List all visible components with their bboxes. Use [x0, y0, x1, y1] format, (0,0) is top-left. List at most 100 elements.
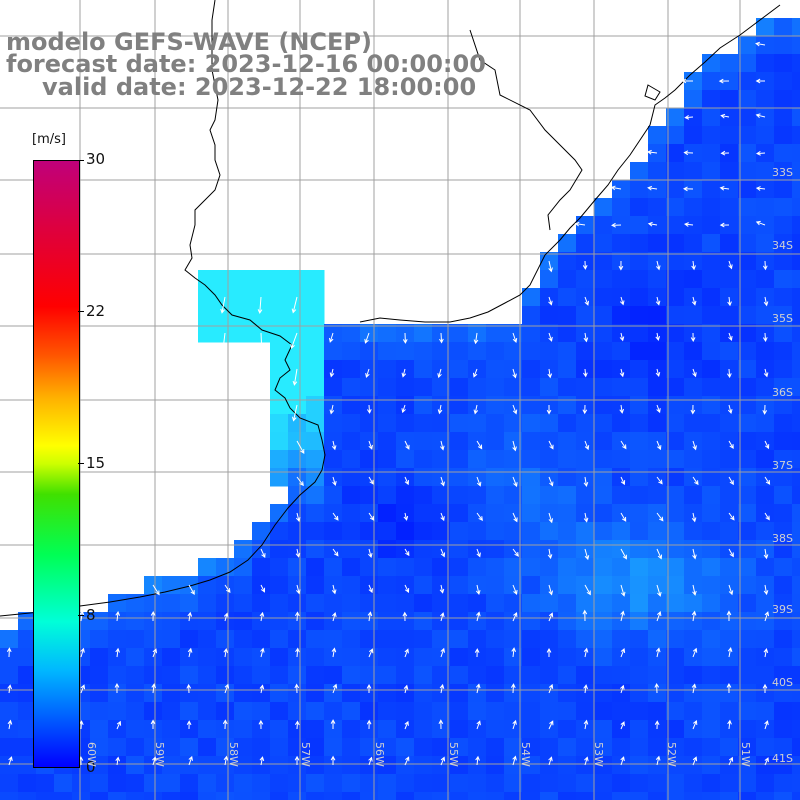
wind-arrow	[258, 719, 264, 730]
wind-speed-cell	[594, 684, 613, 703]
wind-speed-cell	[504, 450, 523, 469]
wind-speed-cell	[774, 396, 793, 415]
wind-speed-cell	[216, 630, 235, 649]
wind-speed-cell	[342, 594, 361, 613]
wind-speed-cell	[558, 234, 577, 253]
wind-speed-cell	[306, 414, 325, 433]
colorbar-label: 30	[86, 150, 106, 168]
wind-arrow	[332, 512, 339, 521]
wind-speed-cell	[792, 630, 800, 649]
wind-arrow	[764, 720, 769, 730]
wind-speed-cell	[288, 738, 307, 757]
wind-speed-cell	[702, 144, 721, 163]
wind-arrow	[726, 610, 732, 622]
wind-arrow	[512, 476, 518, 488]
wind-speed-cell	[414, 486, 433, 505]
wind-speed-cell	[576, 612, 595, 631]
wind-speed-cell	[162, 684, 181, 703]
wind-arrow	[682, 186, 694, 192]
wind-speed-cell	[666, 324, 685, 343]
wind-arrow	[115, 647, 120, 658]
wind-arrow	[260, 647, 265, 658]
wind-speed-cell	[252, 630, 271, 649]
wind-speed-cell	[666, 252, 685, 271]
wind-speed-cell	[738, 720, 757, 739]
wind-arrow	[291, 404, 298, 422]
wind-speed-cell	[450, 774, 469, 793]
wind-speed-cell	[594, 486, 613, 505]
wind-arrow	[512, 719, 517, 730]
wind-speed-cell	[216, 720, 235, 739]
wind-speed-cell	[162, 774, 181, 793]
wind-speed-cell	[774, 432, 793, 451]
wind-speed-cell	[666, 234, 685, 253]
wind-speed-cell	[342, 630, 361, 649]
wind-speed-cell	[594, 702, 613, 721]
wind-speed-cell	[414, 468, 433, 487]
wind-speed-cell	[504, 612, 523, 631]
wind-arrow	[764, 757, 769, 766]
wind-speed-cell	[504, 630, 523, 649]
wind-speed-cell	[522, 756, 541, 775]
wind-speed-cell	[270, 576, 289, 595]
wind-speed-cell	[0, 630, 19, 649]
wind-speed-cell	[540, 450, 559, 469]
wind-speed-cell	[144, 720, 163, 739]
wind-speed-cell	[738, 522, 757, 541]
wind-speed-cell	[432, 486, 451, 505]
wind-speed-cell	[792, 504, 800, 523]
wind-speed-cell	[576, 702, 595, 721]
wind-arrow	[656, 584, 662, 597]
wind-speed-cell	[702, 540, 721, 559]
colorbar-label: 22	[86, 302, 106, 320]
wind-speed-cell	[126, 684, 145, 703]
wind-speed-cell	[630, 702, 649, 721]
wind-arrow	[574, 221, 586, 227]
wind-speed-cell	[468, 522, 487, 541]
wind-speed-cell	[792, 702, 800, 721]
wind-arrow	[260, 584, 266, 593]
wind-speed-cell	[414, 342, 433, 361]
wind-speed-cell	[666, 270, 685, 289]
wind-speed-cell	[756, 648, 775, 667]
lat-label: 37S	[772, 459, 793, 472]
wind-speed-cell	[792, 774, 800, 793]
wind-speed-cell	[612, 666, 631, 685]
wind-speed-cell	[684, 756, 703, 775]
wind-speed-cell	[792, 756, 800, 775]
wind-speed-cell	[774, 522, 793, 541]
wind-speed-cell	[630, 360, 649, 379]
wind-speed-cell	[648, 792, 667, 800]
wind-speed-cell	[648, 666, 667, 685]
wind-speed-cell	[612, 594, 631, 613]
wind-speed-cell	[108, 738, 127, 757]
wind-speed-cell	[486, 648, 505, 667]
wind-arrow	[440, 647, 445, 658]
wind-speed-cell	[504, 522, 523, 541]
wind-speed-cell	[666, 576, 685, 595]
wind-speed-cell	[666, 648, 685, 667]
wind-arrow	[475, 683, 481, 694]
lat-label: 33S	[772, 166, 793, 179]
wind-speed-cell	[342, 414, 361, 433]
wind-speed-cell	[576, 666, 595, 685]
wind-arrow	[755, 41, 766, 47]
wind-arrow	[548, 476, 554, 487]
wind-speed-cell	[576, 738, 595, 757]
wind-speed-cell	[414, 576, 433, 595]
wind-speed-cell	[198, 738, 217, 757]
wind-speed-cell	[270, 594, 289, 613]
wind-speed-cell	[558, 648, 577, 667]
wind-speed-cell	[378, 630, 397, 649]
wind-speed-cell	[648, 216, 667, 235]
wind-speed-cell	[594, 234, 613, 253]
wind-arrow	[438, 719, 444, 730]
wind-speed-cell	[774, 360, 793, 379]
wind-speed-cell	[450, 414, 469, 433]
wind-speed-cell	[486, 630, 505, 649]
wind-speed-cell	[738, 612, 757, 631]
wind-speed-cell	[342, 522, 361, 541]
wind-speed-cell	[234, 270, 253, 289]
wind-arrow	[692, 584, 697, 596]
wind-speed-cell	[288, 774, 307, 793]
